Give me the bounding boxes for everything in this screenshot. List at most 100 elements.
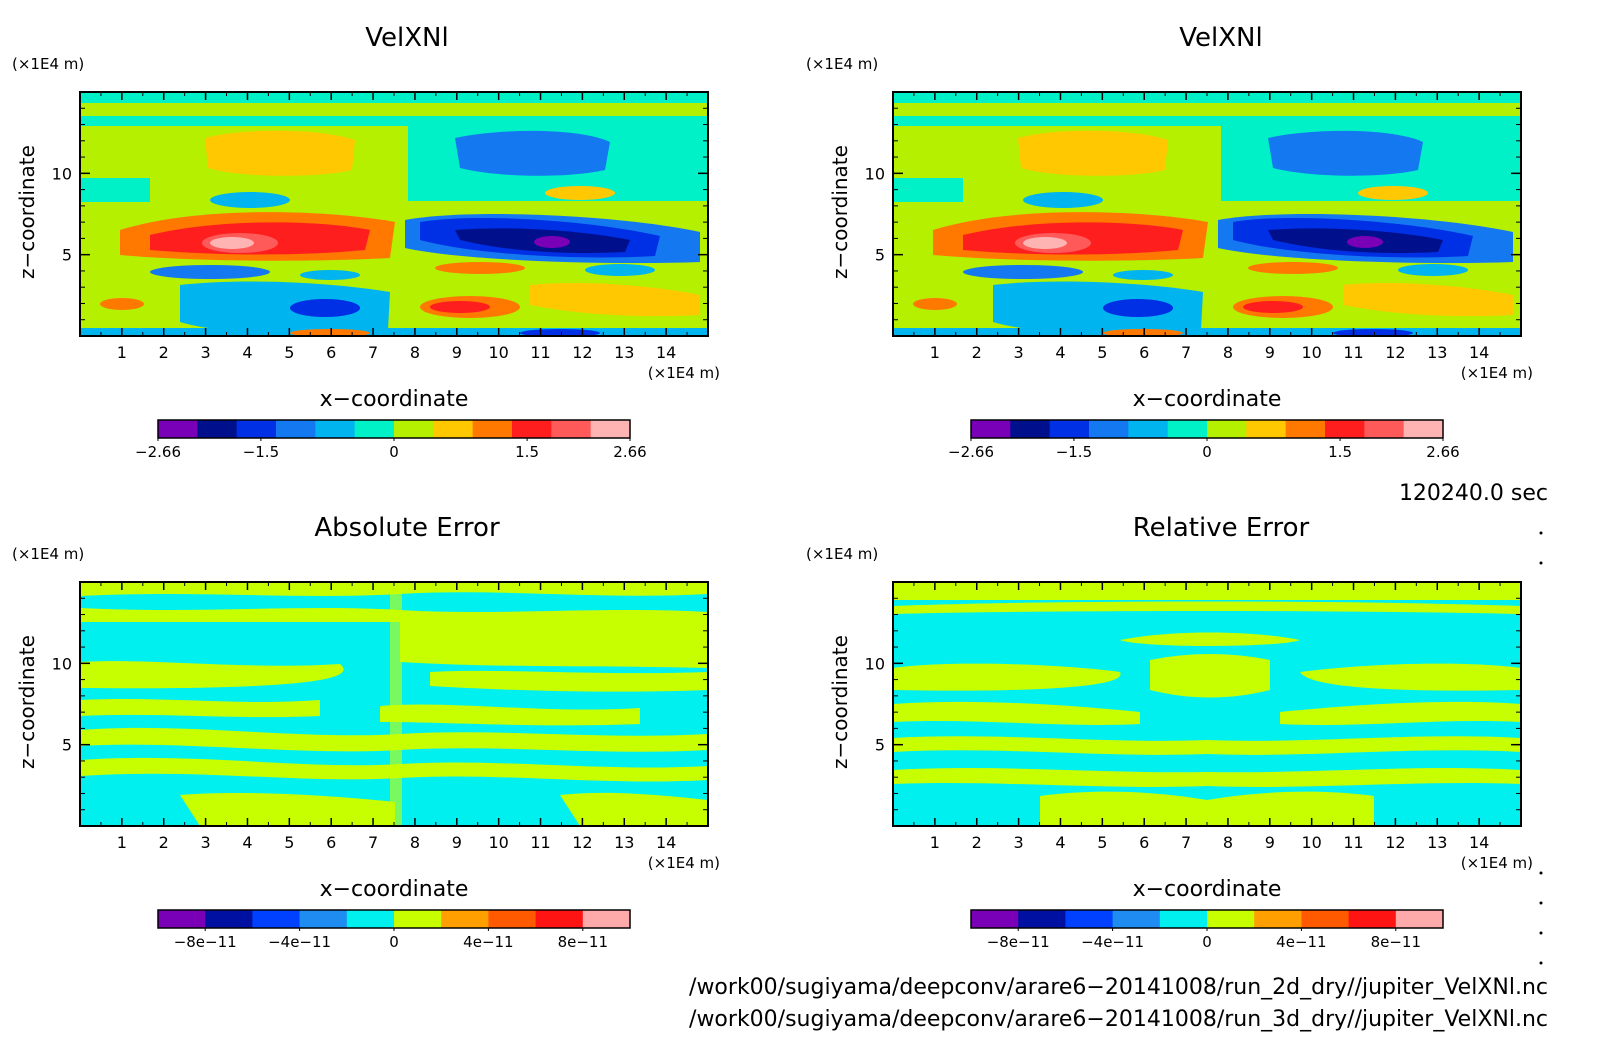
x-tick-label: 8 xyxy=(1223,343,1233,362)
y-tick-label: 10 xyxy=(865,654,885,673)
y-axis-label: z−coordinate xyxy=(15,145,39,279)
x-tick-label: 9 xyxy=(452,833,462,852)
x-tick-label: 2 xyxy=(972,343,982,362)
colorbar: −2.66 −1.5 0 1.5 2.66 xyxy=(948,419,1460,461)
colorbar-label: −2.66 xyxy=(948,443,994,461)
panel-velxnl-2d: VelXNl (×1E4 m) xyxy=(12,23,720,461)
x-unit-label: (×1E4 m) xyxy=(648,854,720,872)
file-path-2: /work00/sugiyama/deepconv/arare6−2014100… xyxy=(689,1007,1548,1032)
colorbar-swatch xyxy=(512,420,552,438)
y-axis-label: z−coordinate xyxy=(15,635,39,769)
colorbar-swatch xyxy=(252,910,301,928)
x-axis-label: x−coordinate xyxy=(320,387,469,412)
x-tick-label: 10 xyxy=(1301,343,1321,362)
x-tick-label: 14 xyxy=(656,833,676,852)
x-tick-label: 8 xyxy=(410,343,420,362)
colorbar-swatch xyxy=(1348,910,1397,928)
colorbar-swatch xyxy=(158,910,206,928)
colorbar-swatch xyxy=(472,420,513,438)
colorbar-swatch xyxy=(205,910,253,928)
file-path-1: /work00/sugiyama/deepconv/arare6−2014100… xyxy=(689,975,1548,1000)
x-tick-label: 13 xyxy=(614,343,634,362)
x-tick-label: 11 xyxy=(1343,833,1363,852)
colorbar-swatch xyxy=(1207,420,1247,438)
colorbar-swatch xyxy=(1285,420,1326,438)
y-tick-label: 5 xyxy=(62,736,72,755)
x-tick-label: 8 xyxy=(410,833,420,852)
x-tick-label: 2 xyxy=(972,833,982,852)
colorbar-label: 4e−11 xyxy=(463,933,513,951)
colorbar-swatch xyxy=(1301,910,1350,928)
x-tick-label: 4 xyxy=(242,833,252,852)
colorbar-swatch xyxy=(276,420,316,438)
x-tick-label: 5 xyxy=(284,833,294,852)
colorbar-swatch xyxy=(394,910,442,928)
colorbar-swatch xyxy=(590,420,631,438)
colorbar-swatch xyxy=(1325,420,1365,438)
colorbar-swatch xyxy=(1010,420,1051,438)
panel-title: Relative Error xyxy=(1133,513,1310,543)
colorbar-swatch xyxy=(1089,420,1129,438)
time-label: 120240.0 sec xyxy=(1399,481,1548,506)
colorbar-swatch xyxy=(394,420,434,438)
colorbar-swatch xyxy=(1167,420,1208,438)
colorbar-swatch xyxy=(315,420,356,438)
x-tick-label: 6 xyxy=(1139,343,1149,362)
colorbar-label: 2.66 xyxy=(1426,443,1459,461)
colorbar-swatch xyxy=(441,910,489,928)
y-tick-label: 10 xyxy=(52,654,72,673)
x-tick-label: 13 xyxy=(614,833,634,852)
x-unit-label: (×1E4 m) xyxy=(1461,364,1533,382)
y-unit-label: (×1E4 m) xyxy=(806,545,878,563)
x-tick-label: 2 xyxy=(159,833,169,852)
colorbar-label: 8e−11 xyxy=(558,933,608,951)
x-tick-label: 7 xyxy=(1181,343,1191,362)
y-tick-label: 5 xyxy=(62,246,72,265)
y-tick-label: 10 xyxy=(52,164,72,183)
x-tick-label: 5 xyxy=(284,343,294,362)
colorbar-swatch xyxy=(158,420,198,438)
colorbar-swatch xyxy=(582,910,631,928)
colorbar-swatch xyxy=(1018,910,1066,928)
y-axis-label: z−coordinate xyxy=(828,635,852,769)
x-tick-label: 5 xyxy=(1097,833,1107,852)
y-unit-label: (×1E4 m) xyxy=(12,55,84,73)
heatmap-field xyxy=(80,92,708,336)
x-tick-label: 12 xyxy=(1385,343,1405,362)
x-tick-label: 3 xyxy=(1014,343,1024,362)
x-tick-label: 10 xyxy=(488,833,508,852)
colorbar-label: −2.66 xyxy=(135,443,181,461)
x-tick-label: 3 xyxy=(201,833,211,852)
colorbar: −8e−11 −4e−11 0 4e−11 8e−11 xyxy=(157,909,631,951)
y-axis-label: z−coordinate xyxy=(828,145,852,279)
x-tick-label: 12 xyxy=(572,833,592,852)
panel-title: VelXNl xyxy=(365,23,448,53)
panel-velxnl-3d: VelXNl (×1E4 m) xyxy=(806,23,1533,461)
heatmap-field xyxy=(893,582,1521,826)
colorbar-label: −4e−11 xyxy=(1081,933,1144,951)
x-tick-label: 14 xyxy=(1469,343,1489,362)
x-tick-label: 6 xyxy=(1139,833,1149,852)
x-tick-label: 9 xyxy=(1265,343,1275,362)
x-tick-label: 1 xyxy=(930,833,940,852)
x-axis-label: x−coordinate xyxy=(1133,877,1282,902)
colorbar-swatch xyxy=(1395,910,1444,928)
x-tick-label: 6 xyxy=(326,343,336,362)
colorbar-label: 2.66 xyxy=(613,443,646,461)
colorbar-swatch xyxy=(433,420,474,438)
panel-title: VelXNl xyxy=(1179,23,1262,53)
x-tick-label: 13 xyxy=(1427,343,1447,362)
y-tick-label: 10 xyxy=(865,164,885,183)
colorbar-label: 8e−11 xyxy=(1371,933,1421,951)
colorbar-swatch xyxy=(535,910,584,928)
colorbar-swatch xyxy=(1254,910,1302,928)
colorbar-label: −1.5 xyxy=(243,443,279,461)
colorbar-swatch xyxy=(1159,910,1208,928)
x-tick-label: 12 xyxy=(572,343,592,362)
colorbar-label: 0 xyxy=(389,443,399,461)
x-unit-label: (×1E4 m) xyxy=(648,364,720,382)
x-tick-label: 6 xyxy=(326,833,336,852)
colorbar-swatch xyxy=(354,420,395,438)
x-tick-label: 3 xyxy=(1014,833,1024,852)
